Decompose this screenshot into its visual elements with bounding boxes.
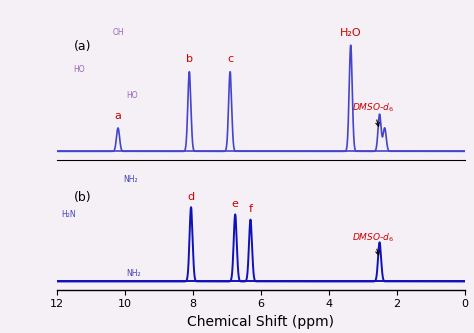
Text: DMSO-d$_6$: DMSO-d$_6$ [352,231,395,255]
Text: c: c [227,54,233,64]
Text: d: d [188,192,195,202]
Text: HO: HO [73,65,85,74]
X-axis label: Chemical Shift (ppm): Chemical Shift (ppm) [187,315,334,329]
Text: HO: HO [126,91,138,100]
Text: NH₂: NH₂ [123,175,137,184]
Text: OH: OH [112,28,124,37]
Text: NH₂: NH₂ [126,269,141,278]
Text: (a): (a) [74,40,91,53]
Text: b: b [186,54,193,64]
Text: DMSO-d$_6$: DMSO-d$_6$ [352,102,395,126]
Text: a: a [115,111,121,121]
Text: H₂N: H₂N [61,210,75,219]
Text: H₂O: H₂O [340,28,362,38]
Text: (b): (b) [74,191,91,204]
Text: f: f [248,204,253,214]
Text: e: e [232,199,239,209]
